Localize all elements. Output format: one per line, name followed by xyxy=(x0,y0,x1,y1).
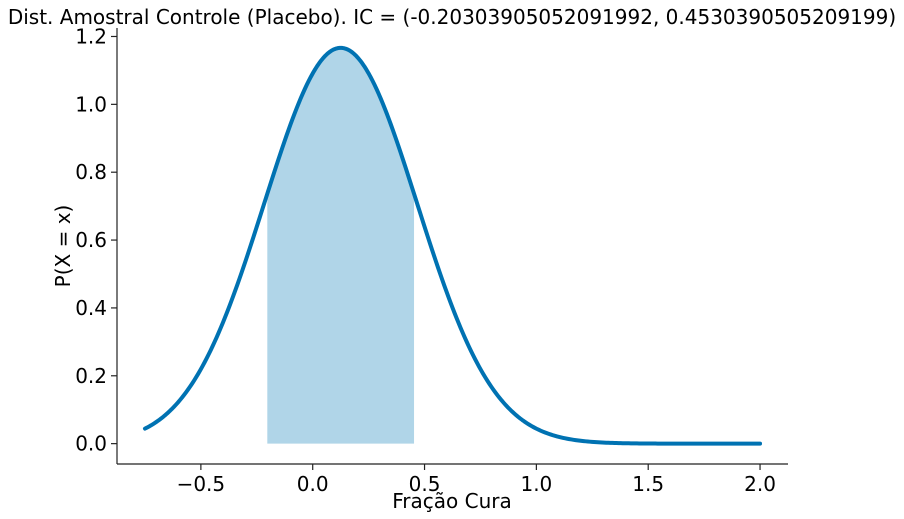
y-axis-ticks: 0.0 0.2 0.4 0.6 0.8 1.0 1.2 xyxy=(75,24,117,456)
y-tick-label: 0.6 xyxy=(75,228,107,252)
density-curve xyxy=(142,45,763,446)
y-tick-label: 1.0 xyxy=(75,92,107,116)
plot-area xyxy=(142,45,763,446)
confidence-interval-area xyxy=(267,47,415,444)
x-tick-label: 0.0 xyxy=(297,472,329,496)
x-axis-label: Fração Cura xyxy=(392,489,512,513)
x-tick-label: 2.0 xyxy=(744,472,776,496)
x-tick-label: 1.0 xyxy=(520,472,552,496)
y-axis-label: P(X = x) xyxy=(51,205,75,288)
y-tick-label: 0.2 xyxy=(75,364,107,388)
x-tick-label: −0.5 xyxy=(177,472,226,496)
y-tick-label: 0.4 xyxy=(75,296,107,320)
x-tick-label: 1.5 xyxy=(632,472,664,496)
y-tick-label: 0.8 xyxy=(75,160,107,184)
y-tick-label: 0.0 xyxy=(75,432,107,456)
chart-title: Dist. Amostral Controle (Placebo). IC = … xyxy=(8,5,896,29)
x-tick-label: 0.5 xyxy=(409,472,441,496)
y-tick-label: 1.2 xyxy=(75,24,107,48)
x-axis-ticks: −0.5 0.0 0.5 1.0 1.5 2.0 xyxy=(177,464,776,496)
